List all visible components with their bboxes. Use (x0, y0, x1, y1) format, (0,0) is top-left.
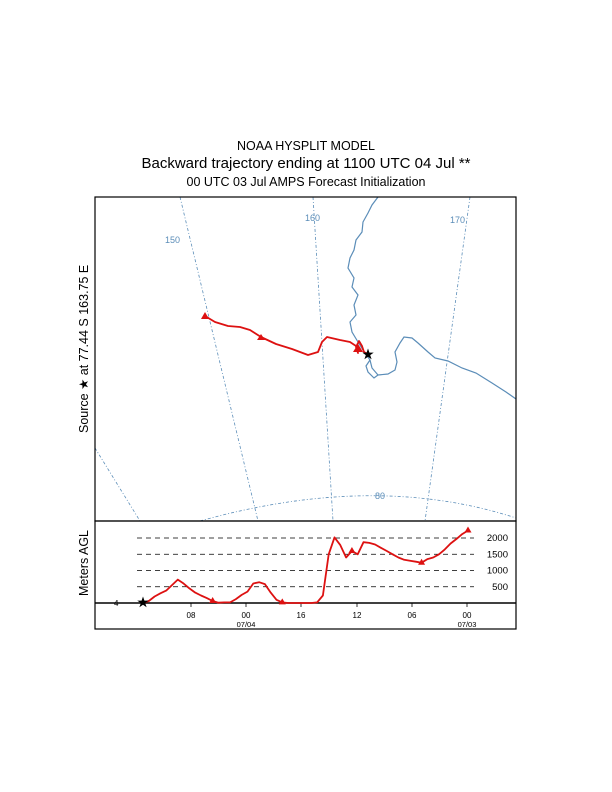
meridian-150 (179, 197, 259, 521)
height-frame (94, 520, 517, 630)
chart-title-trajectory: Backward trajectory ending at 1100 UTC 0… (141, 155, 471, 172)
start-height-label: 4 (114, 599, 119, 608)
height-marker-36 (348, 547, 356, 553)
chart-title-model: NOAA HYSPLIT MODEL (236, 139, 375, 153)
meridian-label-150: 150 (165, 235, 180, 245)
height-panel: 500 1000 1500 2000 4 Meters AGL 08 00 16 12… (77, 520, 517, 630)
time-tick-label-2: 16 (297, 611, 306, 620)
parallel-label-80: 80 (375, 491, 385, 501)
height-source-star-icon (137, 596, 149, 608)
time-tick-label-0: 08 (187, 611, 196, 620)
meridian-label-170: 170 (450, 215, 465, 225)
coastline-inlet (365, 359, 379, 379)
height-ref-label-1500: 1500 (487, 549, 508, 560)
coastline (347, 197, 516, 400)
map-axis-label: Source ★ at 77.44 S 163.75 E (77, 265, 91, 433)
date-label-0704: 07/04 (237, 620, 256, 629)
meridian-140 (95, 447, 141, 521)
meridian-170 (424, 197, 471, 521)
source-star-icon (362, 348, 374, 360)
time-tick-label-3: 12 (353, 611, 362, 620)
height-ref-label-500: 500 (492, 582, 508, 593)
time-tick-label-4: 06 (408, 611, 417, 620)
height-marker-48 (418, 558, 426, 565)
parallel-80 (199, 495, 516, 521)
height-ref-label-1000: 1000 (487, 566, 508, 577)
chart-subtitle-initialization: 00 UTC 03 Jul AMPS Forecast Initializati… (186, 175, 426, 189)
height-trace (142, 529, 469, 604)
height-marker-56 (464, 526, 472, 533)
height-marker-12 (209, 597, 217, 604)
map-frame (94, 196, 517, 522)
height-axis-label: Meters AGL (77, 530, 91, 596)
height-ref-label-2000: 2000 (487, 533, 508, 544)
trajectory-marker-mid (257, 334, 265, 340)
trajectory-marker-start (201, 312, 209, 319)
date-label-0703: 07/03 (458, 620, 477, 629)
meridian-label-160: 160 (305, 213, 320, 223)
trajectory-path (204, 315, 369, 356)
time-tick-label-5: 00 (463, 611, 472, 620)
map-panel (95, 197, 516, 521)
height-marker-24 (278, 598, 286, 605)
trajectory-marker-end (353, 344, 363, 352)
meridian-160 (312, 197, 334, 521)
time-tick-label-1: 00 (242, 611, 251, 620)
